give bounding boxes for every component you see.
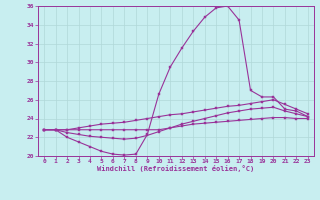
X-axis label: Windchill (Refroidissement éolien,°C): Windchill (Refroidissement éolien,°C) [97,165,255,172]
